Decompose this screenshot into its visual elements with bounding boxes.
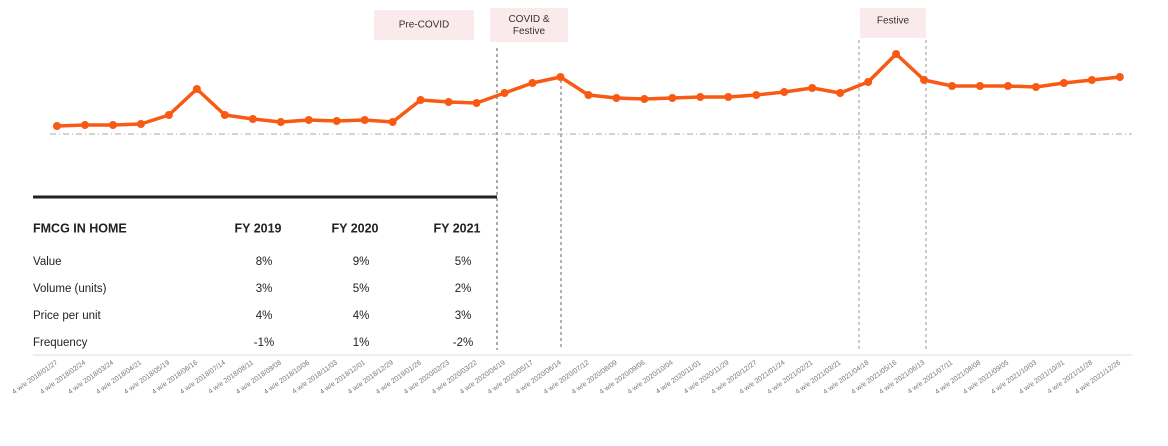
point [780, 88, 789, 96]
point [724, 93, 733, 101]
point [696, 93, 705, 101]
annotation-box [490, 8, 568, 42]
point [1031, 83, 1040, 91]
line [56, 52, 1121, 128]
table-header: FMCG IN HOME [33, 221, 127, 235]
table-cell: -1% [254, 337, 274, 349]
point [472, 99, 481, 107]
table-cell: 5% [455, 256, 472, 268]
point [808, 84, 817, 92]
point [864, 78, 873, 86]
point [248, 115, 257, 123]
table-cell: 5% [353, 283, 370, 295]
table-cell: Value [33, 256, 62, 268]
x-tick-label: 4 w/e 2018/01/27 [11, 359, 59, 396]
point [80, 121, 89, 129]
table-cell: 4% [353, 310, 370, 322]
point [304, 116, 313, 124]
point [360, 116, 369, 124]
table-cell: 3% [455, 310, 472, 322]
table-cell: Price per unit [33, 310, 102, 322]
table-header: FY 2020 [331, 221, 378, 235]
point [416, 96, 425, 104]
point [1087, 76, 1096, 84]
table-cell: Frequency [33, 337, 88, 349]
point [948, 82, 957, 90]
point [108, 121, 117, 129]
point [332, 117, 341, 125]
table-cell: 2% [455, 283, 472, 295]
table-cell: 9% [353, 256, 370, 268]
point [752, 91, 761, 99]
table-cell: 3% [256, 283, 273, 295]
point [1115, 73, 1124, 81]
point [892, 50, 901, 58]
table-cell: 8% [256, 256, 273, 268]
point [584, 91, 593, 99]
point [388, 118, 397, 126]
annotation: Pre-COVID [399, 20, 450, 31]
annotation-box [374, 10, 474, 40]
table-cell: Volume (units) [33, 283, 107, 295]
point [444, 98, 453, 106]
point [1059, 79, 1068, 87]
annotation: Festive [877, 16, 910, 27]
point [640, 95, 649, 103]
point [668, 94, 677, 102]
point [164, 111, 173, 119]
point [612, 94, 621, 102]
table: FMCG IN HOME FY 2019 FY 2020 FY 2021 Value 8%… [33, 221, 481, 349]
table-cell: -2% [453, 337, 473, 349]
point [500, 89, 509, 97]
point [976, 82, 985, 90]
table-header: FY 2021 [433, 221, 480, 235]
point [220, 111, 229, 119]
annotation: COVID & Festive [508, 14, 549, 37]
point [136, 120, 145, 128]
table-cell: 4% [256, 310, 273, 322]
point [53, 122, 61, 130]
point [1003, 82, 1012, 90]
point [192, 85, 201, 93]
point [528, 79, 537, 87]
point [276, 118, 285, 126]
table-header: FY 2019 [234, 221, 281, 235]
point [836, 89, 845, 97]
point [920, 76, 929, 84]
table-cell: 1% [353, 337, 370, 349]
annotation-box [860, 8, 926, 38]
point [556, 73, 565, 81]
